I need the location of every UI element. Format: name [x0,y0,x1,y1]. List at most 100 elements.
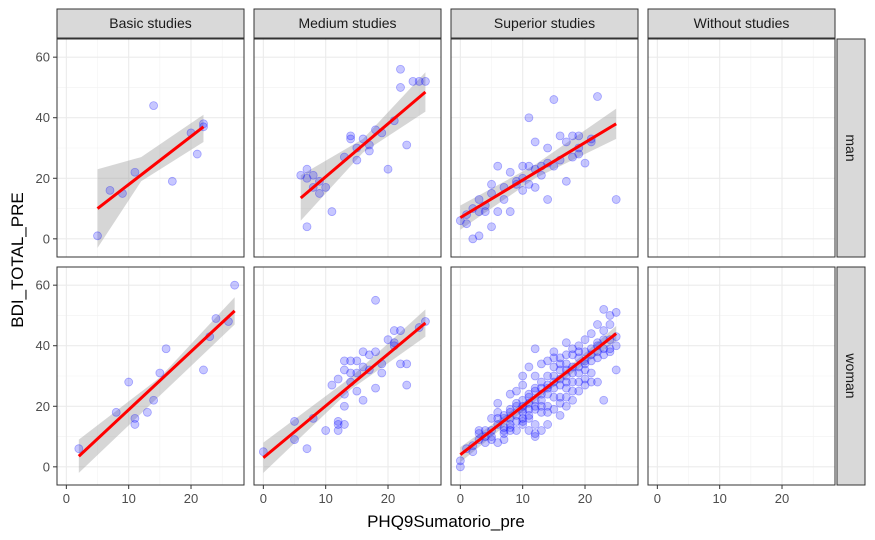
data-point [487,179,496,189]
data-point [396,83,405,92]
y-tick-label: 20 [36,171,50,186]
data-point [611,365,621,375]
data-point [524,410,534,420]
data-point [512,417,521,426]
data-point [568,386,577,396]
data-point [493,161,503,171]
x-tick-label: 10 [318,491,332,506]
data-point [396,64,405,74]
data-point [530,344,540,354]
x-tick-label: 10 [515,491,529,506]
data-point [536,426,546,435]
data-point [480,438,490,448]
regression-line [299,90,427,200]
data-point [568,131,577,141]
panel-border [253,38,442,258]
data-point [487,435,496,444]
data-point [574,386,584,396]
data-point [549,404,559,414]
data-point [396,326,405,335]
data-point [555,392,565,402]
data-point [536,359,546,369]
data-point [258,447,268,457]
data-point [315,189,324,198]
data-point [524,179,534,189]
data-point [93,231,102,241]
data-point [536,377,546,387]
data-point [536,395,546,405]
data-point [505,207,515,216]
x-tick-label: 0 [654,491,661,506]
data-point [549,347,559,357]
x-tick-label: 20 [381,491,395,506]
y-tick-label: 60 [36,50,50,65]
data-point [352,386,362,396]
data-point [543,371,553,381]
data-point [599,395,609,405]
data-point [580,374,590,384]
data-point [505,426,515,435]
data-point [346,134,356,144]
data-point [505,404,515,414]
data-point [499,435,509,444]
data-point [142,407,152,417]
data-point [561,359,571,369]
data-point [352,356,362,366]
data-point [524,413,534,423]
data-point [327,380,337,390]
data-point [512,398,521,408]
data-point [339,365,349,375]
data-point [211,314,221,323]
data-point [377,368,387,378]
facet-strip-label: Without studies [694,15,790,31]
data-point [593,377,602,387]
data-point [290,417,299,426]
data-point [586,356,596,366]
data-point [561,392,571,402]
data-point [358,395,368,405]
data-point [555,131,565,141]
data-point [352,368,362,378]
data-point [536,407,546,417]
data-point [543,356,553,366]
data-point [414,76,424,86]
data-point [308,170,318,180]
data-point [561,137,571,147]
data-point [518,413,528,423]
data-point [493,407,503,417]
data-point [518,395,528,405]
data-point [524,389,534,399]
data-point [499,195,509,204]
x-tick-label: 10 [712,491,726,506]
data-point [580,158,590,168]
y-tick-label: 0 [43,459,50,474]
data-point [396,359,405,369]
data-point [346,356,356,366]
data-point [230,280,240,290]
panel-border [56,38,245,258]
x-tick-label: 0 [457,491,464,506]
data-point [74,444,84,454]
data-point [505,167,515,177]
data-point [371,383,380,393]
data-point [549,371,559,381]
facet-strip-column [253,8,442,39]
data-point [543,407,553,417]
data-point [549,392,559,402]
data-point [474,231,484,241]
data-point [339,401,349,411]
data-point [333,420,343,429]
data-point [543,420,553,429]
data-point [493,413,503,423]
data-point [149,395,159,405]
data-point [512,426,521,435]
x-tick-label: 0 [260,491,267,506]
panel-border [56,266,245,486]
x-tick-label: 20 [184,491,198,506]
data-point [530,371,540,381]
data-point [487,413,496,423]
data-point [383,335,393,345]
data-point [518,380,528,390]
data-point [586,368,596,378]
